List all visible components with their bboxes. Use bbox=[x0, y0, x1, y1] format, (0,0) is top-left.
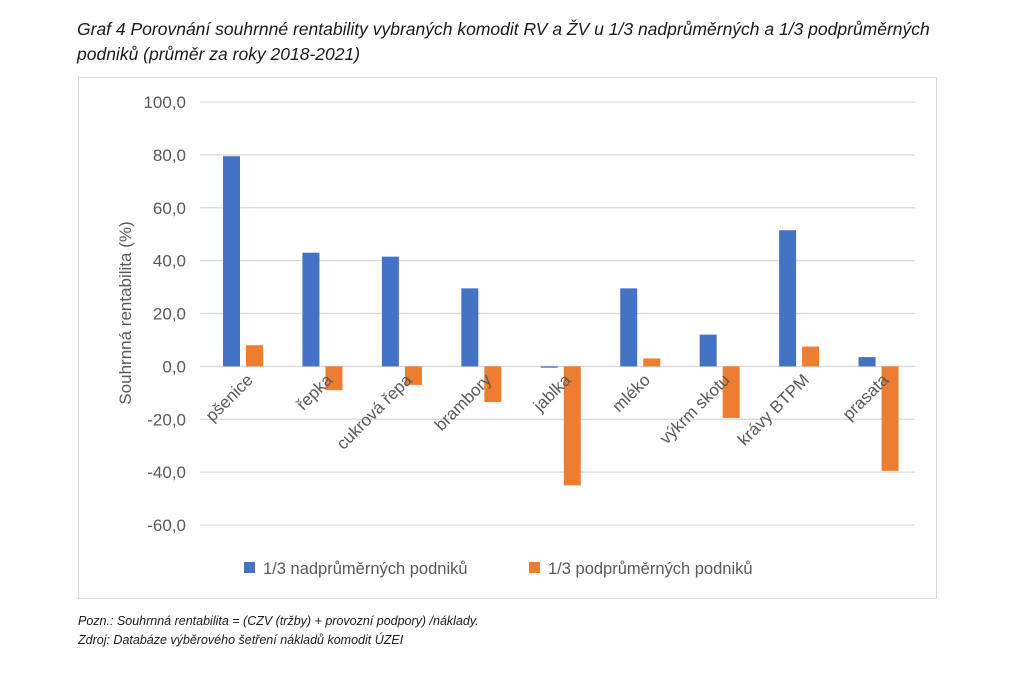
bar-nadprumerne bbox=[381, 256, 399, 367]
category-label: krávy BTPM bbox=[734, 370, 813, 449]
bar-podprumerne bbox=[643, 358, 661, 367]
y-tick-label: 40,0 bbox=[153, 252, 186, 271]
bar-nadprumerne bbox=[858, 357, 876, 367]
bar-podprumerne bbox=[563, 366, 581, 486]
bar-podprumerne bbox=[484, 366, 502, 403]
bar-podprumerne bbox=[404, 366, 422, 385]
bar-podprumerne bbox=[802, 346, 820, 367]
bar-nadprumerne bbox=[461, 288, 479, 367]
bar-podprumerne bbox=[325, 366, 343, 391]
bar-nadprumerne bbox=[620, 288, 638, 367]
y-tick-label: -20,0 bbox=[147, 410, 186, 429]
y-tick-label: 20,0 bbox=[153, 305, 186, 324]
category-label: mléko bbox=[609, 370, 655, 416]
bar-podprumerne bbox=[722, 366, 740, 418]
bar-nadprumerne bbox=[699, 334, 717, 367]
y-tick-label: -40,0 bbox=[147, 463, 186, 482]
legend-swatch bbox=[529, 562, 540, 573]
y-tick-label: 0,0 bbox=[162, 357, 186, 376]
chart-title: Graf 4 Porovnání souhrnné rentability vy… bbox=[77, 19, 930, 64]
bars bbox=[223, 156, 899, 486]
legend-swatch bbox=[244, 562, 255, 573]
legend-label: 1/3 nadprůměrných podniků bbox=[263, 560, 468, 578]
source-text: Zdroj: Databáze výběrového šetření nákla… bbox=[78, 633, 404, 647]
legend-label: 1/3 podprůměrných podniků bbox=[548, 560, 753, 578]
y-tick-label: -60,0 bbox=[147, 516, 186, 535]
y-tick-label: 60,0 bbox=[153, 199, 186, 218]
category-label: brambory bbox=[431, 370, 496, 435]
legend: 1/3 nadprůměrných podniků 1/3 podprůměrný… bbox=[244, 560, 753, 578]
bar-nadprumerne bbox=[779, 230, 797, 367]
bar-podprumerne bbox=[881, 366, 899, 471]
bar-nadprumerne bbox=[223, 156, 240, 367]
category-label: výkrm skotu bbox=[656, 370, 734, 448]
bar-nadprumerne bbox=[540, 366, 558, 368]
y-axis-title: Souhrnná rentabilita (%) bbox=[116, 221, 135, 404]
category-label: pšenice bbox=[202, 370, 257, 425]
y-tick-label: 100,0 bbox=[143, 93, 186, 112]
bar-nadprumerne bbox=[302, 252, 320, 367]
bar-podprumerne bbox=[246, 345, 263, 367]
category-label: cukrová řepa bbox=[333, 370, 416, 453]
note-text: Pozn.: Souhrnná rentabilita = (CZV (tržb… bbox=[78, 614, 479, 628]
y-axis-ticks: -60,0 -40,0 -20,0 0,0 20,0 40,0 60,0 80,0 100,0 bbox=[143, 93, 186, 535]
y-tick-label: 80,0 bbox=[153, 146, 186, 165]
